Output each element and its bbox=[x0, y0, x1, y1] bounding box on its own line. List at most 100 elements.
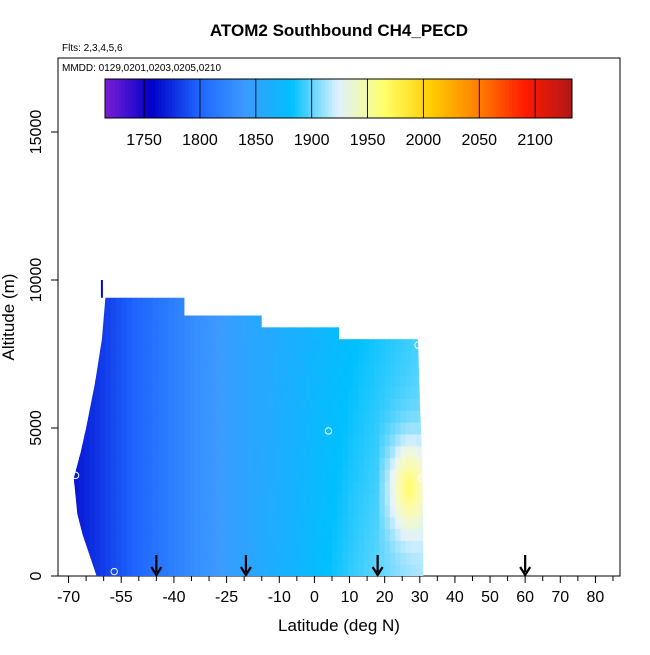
field-cell bbox=[384, 552, 391, 565]
field-cell bbox=[310, 315, 317, 328]
field-cell bbox=[226, 410, 233, 423]
field-cell bbox=[221, 433, 228, 447]
field-cell bbox=[284, 315, 291, 328]
field-cell bbox=[316, 445, 323, 459]
field-cell bbox=[242, 528, 249, 541]
field-cell bbox=[405, 362, 412, 376]
field-cell bbox=[126, 297, 133, 305]
field-cell bbox=[411, 540, 417, 553]
field-cell bbox=[252, 422, 259, 435]
field-cell bbox=[73, 398, 75, 411]
field-cell bbox=[342, 433, 349, 447]
field-cell bbox=[347, 469, 354, 482]
field-cell bbox=[284, 339, 291, 352]
field-cell bbox=[274, 481, 280, 494]
field-cell bbox=[105, 528, 112, 541]
colorbar-cell bbox=[321, 79, 326, 118]
field-cell bbox=[210, 528, 217, 541]
colorbar-cell bbox=[148, 79, 153, 118]
colorbar-cell bbox=[371, 79, 376, 118]
field-cell bbox=[300, 493, 307, 506]
field-cell bbox=[142, 374, 149, 388]
field-cell bbox=[226, 339, 233, 352]
field-cell bbox=[284, 540, 291, 553]
field-cell bbox=[358, 339, 365, 352]
field-cell bbox=[179, 398, 186, 411]
field-cell bbox=[326, 339, 333, 352]
field-cell bbox=[205, 374, 212, 388]
field-cell bbox=[226, 516, 233, 530]
field-cell bbox=[173, 433, 180, 447]
field-cell bbox=[321, 327, 328, 340]
field-cell bbox=[332, 528, 338, 541]
field-cell bbox=[300, 339, 307, 352]
field-cell bbox=[231, 445, 238, 459]
field-cell bbox=[337, 481, 344, 494]
colorbar-cell bbox=[345, 79, 350, 118]
field-cell bbox=[368, 362, 375, 376]
field-cell bbox=[258, 433, 265, 447]
field-cell bbox=[363, 505, 370, 518]
field-cell bbox=[126, 493, 133, 506]
field-cell bbox=[121, 351, 128, 364]
field-cell bbox=[189, 564, 196, 576]
field-cell bbox=[226, 351, 233, 364]
field-cell bbox=[358, 386, 365, 399]
field-cell bbox=[295, 339, 301, 352]
field-cell bbox=[205, 564, 212, 576]
field-cell bbox=[131, 552, 138, 565]
field-cell bbox=[210, 339, 217, 352]
colorbar-cell bbox=[378, 79, 383, 118]
field-cell bbox=[84, 528, 91, 541]
field-cell bbox=[89, 339, 96, 352]
field-cell bbox=[421, 327, 424, 340]
field-cell bbox=[368, 433, 375, 447]
field-cell bbox=[310, 422, 317, 435]
field-cell bbox=[79, 445, 85, 459]
field-cell bbox=[374, 469, 380, 482]
field-cell bbox=[158, 362, 164, 376]
field-cell bbox=[216, 351, 222, 364]
x-tick-label: -10 bbox=[268, 589, 291, 606]
field-cell bbox=[195, 297, 201, 305]
field-cell bbox=[147, 410, 154, 423]
field-cell bbox=[342, 410, 349, 423]
field-cell bbox=[168, 457, 175, 470]
field-cell bbox=[210, 469, 217, 482]
field-cell bbox=[353, 469, 359, 482]
field-cell bbox=[200, 516, 207, 530]
field-cell bbox=[247, 362, 254, 376]
field-cell bbox=[389, 297, 396, 305]
field-cell bbox=[358, 505, 365, 518]
field-cell bbox=[173, 481, 180, 494]
field-cell bbox=[200, 564, 207, 576]
field-cell bbox=[305, 445, 312, 459]
field-cell bbox=[105, 540, 112, 553]
field-cell bbox=[237, 469, 243, 482]
field-cell bbox=[358, 552, 365, 565]
field-cell bbox=[84, 398, 91, 411]
field-cell bbox=[231, 410, 238, 423]
field-cell bbox=[274, 505, 280, 518]
field-cell bbox=[358, 303, 365, 317]
field-cell bbox=[316, 386, 323, 399]
field-cell bbox=[289, 469, 296, 482]
colorbar-cell bbox=[361, 79, 366, 118]
field-cell bbox=[284, 386, 291, 399]
field-cell bbox=[152, 327, 159, 340]
field-cell bbox=[279, 457, 286, 470]
field-cell bbox=[300, 410, 307, 423]
field-cell bbox=[189, 315, 196, 328]
field-cell bbox=[268, 493, 275, 506]
field-cell bbox=[295, 516, 301, 530]
field-cell bbox=[300, 552, 307, 565]
field-cell bbox=[152, 493, 159, 506]
field-cell bbox=[210, 552, 217, 565]
field-cell bbox=[337, 516, 344, 530]
field-cell bbox=[332, 457, 338, 470]
field-cell bbox=[221, 398, 228, 411]
field-cell bbox=[168, 398, 175, 411]
field-cell bbox=[158, 297, 164, 305]
field-cell bbox=[353, 481, 359, 494]
field-cell bbox=[79, 386, 85, 399]
